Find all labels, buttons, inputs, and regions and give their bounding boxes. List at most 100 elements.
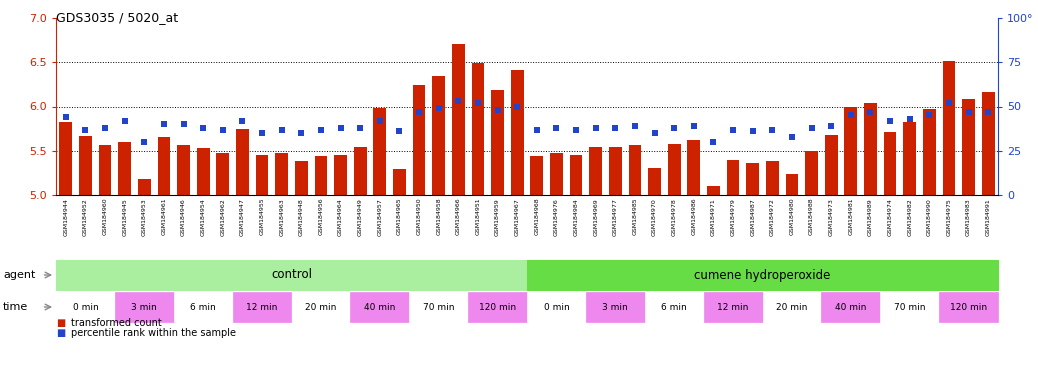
Text: 40 min: 40 min <box>364 303 395 311</box>
Point <box>469 100 486 106</box>
Point <box>528 126 545 132</box>
Bar <box>118 142 131 195</box>
Bar <box>471 63 485 195</box>
Bar <box>138 179 151 195</box>
Point <box>881 118 898 124</box>
Text: 120 min: 120 min <box>479 303 516 311</box>
Point <box>607 125 624 131</box>
Bar <box>530 156 543 195</box>
Point <box>411 109 428 115</box>
Bar <box>197 148 210 195</box>
Bar <box>354 147 366 195</box>
Bar <box>177 144 190 195</box>
Point <box>509 103 525 109</box>
Bar <box>295 161 307 195</box>
Bar <box>923 109 935 195</box>
Text: 6 min: 6 min <box>661 303 687 311</box>
Bar <box>236 129 249 195</box>
Text: 0 min: 0 min <box>73 303 99 311</box>
Text: 70 min: 70 min <box>422 303 455 311</box>
Point <box>764 126 781 132</box>
Bar <box>59 122 73 195</box>
Point <box>568 126 584 132</box>
Point <box>705 139 721 145</box>
Point <box>235 118 251 124</box>
Bar <box>609 147 622 195</box>
Bar <box>864 103 877 195</box>
Bar <box>374 108 386 195</box>
Point <box>489 107 506 113</box>
Bar <box>845 108 857 195</box>
Text: 12 min: 12 min <box>717 303 748 311</box>
Text: 12 min: 12 min <box>246 303 278 311</box>
Point <box>312 126 329 132</box>
Text: 3 min: 3 min <box>132 303 157 311</box>
Point <box>863 109 879 115</box>
Bar <box>334 155 347 195</box>
Text: 20 min: 20 min <box>305 303 336 311</box>
Text: agent: agent <box>3 270 35 280</box>
Point <box>77 126 93 132</box>
Bar <box>550 153 563 195</box>
Text: ■: ■ <box>56 318 65 328</box>
Bar <box>825 135 838 195</box>
Text: 70 min: 70 min <box>894 303 926 311</box>
Point <box>901 116 918 122</box>
Point <box>588 125 604 131</box>
Text: 3 min: 3 min <box>602 303 628 311</box>
Point <box>960 109 977 115</box>
Point <box>352 125 368 131</box>
Text: 6 min: 6 min <box>190 303 216 311</box>
Point <box>332 125 349 131</box>
Text: cumene hydroperoxide: cumene hydroperoxide <box>694 268 830 281</box>
Bar <box>570 155 582 195</box>
Bar <box>903 122 917 195</box>
Point <box>980 109 996 115</box>
Text: percentile rank within the sample: percentile rank within the sample <box>71 328 236 338</box>
Point <box>293 130 309 136</box>
Bar <box>255 155 269 195</box>
Text: ■: ■ <box>56 328 65 338</box>
Point <box>784 134 800 140</box>
Bar <box>707 186 719 195</box>
Point <box>431 105 447 111</box>
Bar <box>727 161 739 195</box>
Bar <box>943 61 955 195</box>
Bar <box>217 153 229 195</box>
Text: transformed count: transformed count <box>71 318 161 328</box>
Point <box>725 126 741 132</box>
Text: 120 min: 120 min <box>950 303 987 311</box>
Bar <box>511 70 523 195</box>
Bar <box>766 161 778 195</box>
Text: control: control <box>271 268 312 281</box>
Point <box>136 139 153 145</box>
Bar <box>491 90 503 195</box>
Bar <box>667 144 681 195</box>
Point <box>97 125 113 131</box>
Point <box>156 121 172 127</box>
Point <box>823 123 840 129</box>
Point <box>116 118 133 124</box>
Point <box>215 126 231 132</box>
Bar <box>432 76 445 195</box>
Point <box>548 125 565 131</box>
Bar <box>393 169 406 195</box>
Bar <box>413 85 426 195</box>
Point <box>391 128 408 134</box>
Bar <box>79 136 91 195</box>
Point <box>57 114 74 120</box>
Text: 40 min: 40 min <box>836 303 867 311</box>
Point <box>175 121 192 127</box>
Point <box>744 128 761 134</box>
Point <box>372 118 388 124</box>
Bar <box>687 140 701 195</box>
Bar <box>805 151 818 195</box>
Point <box>273 126 290 132</box>
Bar <box>883 132 897 195</box>
Point <box>450 98 467 104</box>
Point <box>940 100 957 106</box>
Bar <box>746 163 759 195</box>
Bar <box>158 137 170 195</box>
Point <box>195 125 212 131</box>
Point <box>627 123 644 129</box>
